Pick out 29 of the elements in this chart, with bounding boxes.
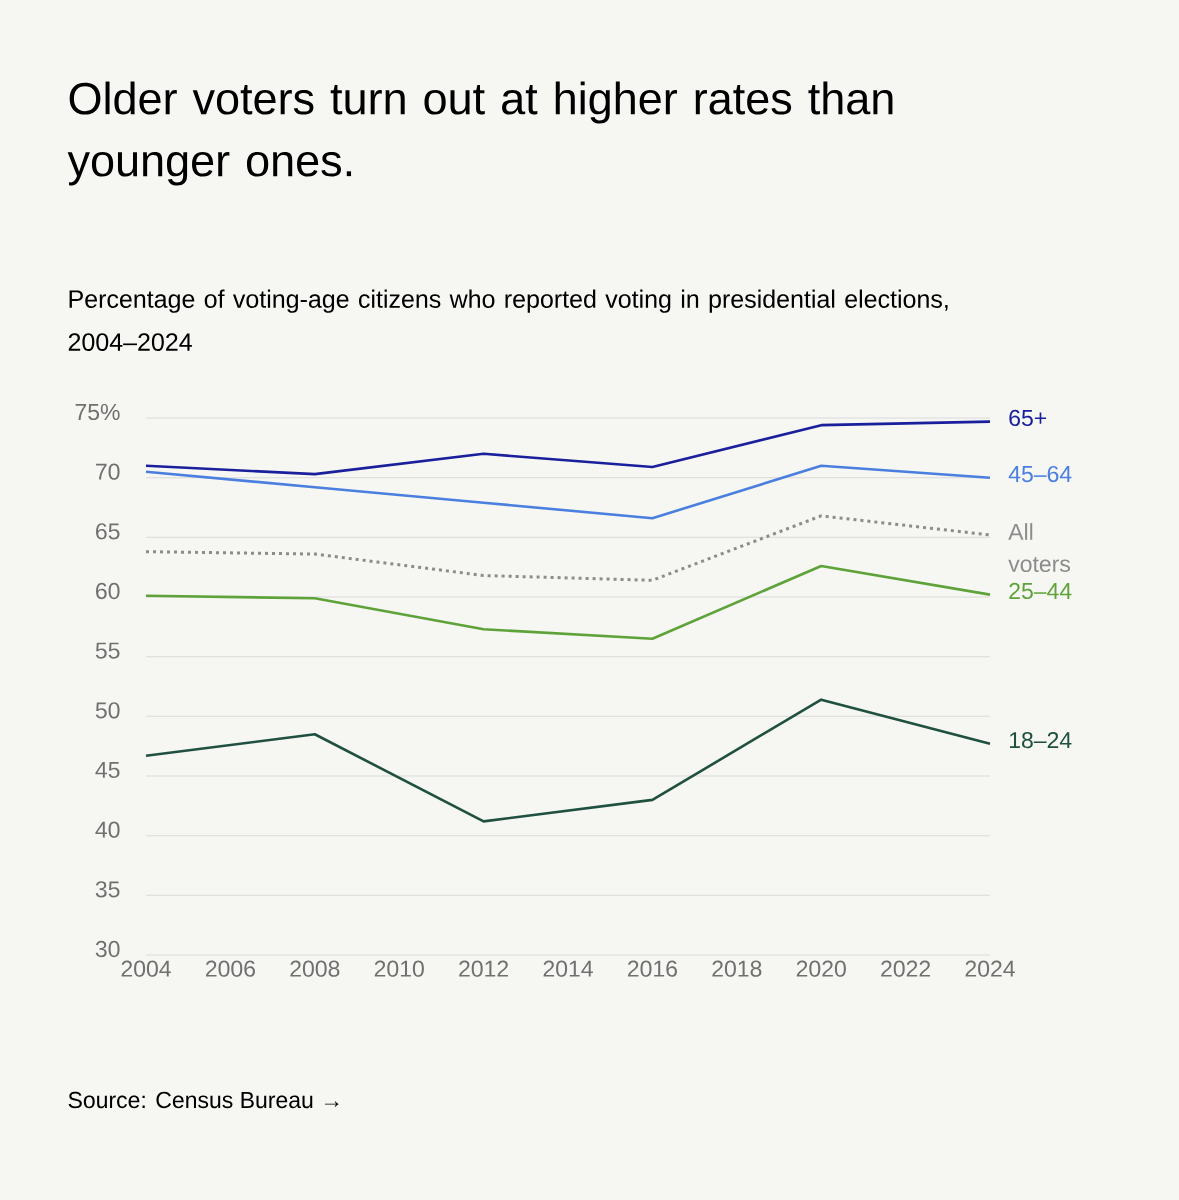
x-tick-label: 2016	[627, 960, 677, 977]
y-tick-label: 35	[95, 881, 120, 898]
x-tick-label: 2018	[712, 960, 762, 977]
chart-title: Older voters turn out at higher rates than younger ones.	[67, 81, 893, 186]
y-tick-label: 45	[95, 761, 120, 779]
x-tick-label: 2012	[459, 960, 509, 977]
x-tick-label: 2022	[881, 960, 931, 977]
series-label: 18–24	[1009, 731, 1072, 749]
x-tick-label: 2004	[121, 960, 171, 977]
series-label: 45–64	[1008, 465, 1072, 483]
y-tick-label: 70	[96, 463, 120, 480]
x-tick-label: 2020	[796, 960, 846, 977]
series-label: 25–44	[1009, 582, 1072, 600]
y-tick-label: 65	[96, 523, 120, 540]
x-tick-label: 2014	[543, 960, 593, 977]
x-tick-label: 2006	[205, 960, 255, 977]
x-tick-label: 2008	[290, 960, 340, 977]
x-tick-label: 2010	[374, 960, 424, 977]
y-tick-label: 60	[96, 582, 120, 600]
source-note: Source: Census Bureau →	[68, 1091, 339, 1109]
x-tick-label: 2024	[965, 960, 1015, 977]
chart-subtitle: Percentage of voting-age citizens who reported voting in presidential elections, 2004–2024	[68, 289, 948, 351]
series-label: All voters	[1008, 523, 1070, 573]
series-label: 65+	[1009, 409, 1047, 427]
y-tick-label: 40	[95, 821, 120, 838]
y-tick-label: 75%	[75, 403, 120, 421]
y-tick-label: 50	[95, 702, 120, 719]
y-tick-label: 30	[95, 940, 120, 958]
y-tick-label: 55	[95, 642, 120, 659]
